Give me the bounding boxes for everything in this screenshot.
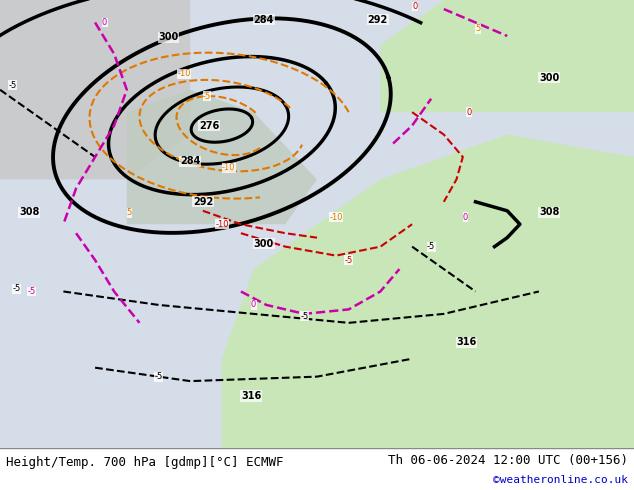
Text: 300: 300: [158, 32, 179, 43]
Text: 0: 0: [251, 300, 256, 309]
Text: 0: 0: [463, 213, 468, 222]
Text: -5: -5: [13, 285, 21, 294]
Text: 316: 316: [456, 337, 477, 347]
Text: 308: 308: [539, 207, 559, 217]
Text: Height/Temp. 700 hPa [gdmp][°C] ECMWF: Height/Temp. 700 hPa [gdmp][°C] ECMWF: [6, 456, 284, 469]
Text: 284: 284: [254, 15, 274, 24]
Text: 292: 292: [368, 15, 388, 24]
Text: -5: -5: [203, 92, 211, 101]
Text: 284: 284: [180, 156, 200, 167]
Text: -5: -5: [8, 81, 17, 90]
Text: Th 06-06-2024 12:00 UTC (00+156): Th 06-06-2024 12:00 UTC (00+156): [387, 454, 628, 466]
Text: -5: -5: [27, 287, 36, 296]
Text: 276: 276: [199, 121, 219, 131]
Text: 300: 300: [539, 73, 559, 83]
Text: -5: -5: [427, 242, 436, 251]
Text: 316: 316: [241, 391, 261, 401]
Text: -10: -10: [215, 220, 229, 229]
Text: -5: -5: [344, 256, 353, 265]
Text: 5: 5: [127, 208, 132, 217]
Text: -5: -5: [154, 372, 163, 381]
Text: ©weatheronline.co.uk: ©weatheronline.co.uk: [493, 475, 628, 485]
Text: 0: 0: [102, 18, 107, 27]
Text: -10: -10: [222, 164, 235, 172]
Polygon shape: [0, 0, 190, 179]
Text: 292: 292: [193, 197, 213, 207]
Polygon shape: [222, 135, 634, 448]
Text: 0: 0: [412, 2, 417, 11]
Text: 300: 300: [254, 239, 274, 248]
Polygon shape: [127, 90, 317, 224]
Polygon shape: [380, 0, 634, 112]
Text: -10: -10: [178, 69, 191, 78]
Text: 308: 308: [19, 207, 39, 217]
FancyBboxPatch shape: [0, 0, 634, 448]
Text: 5: 5: [476, 24, 481, 33]
Text: -5: -5: [300, 312, 309, 320]
Text: 0: 0: [467, 108, 472, 117]
Text: -10: -10: [330, 213, 343, 222]
